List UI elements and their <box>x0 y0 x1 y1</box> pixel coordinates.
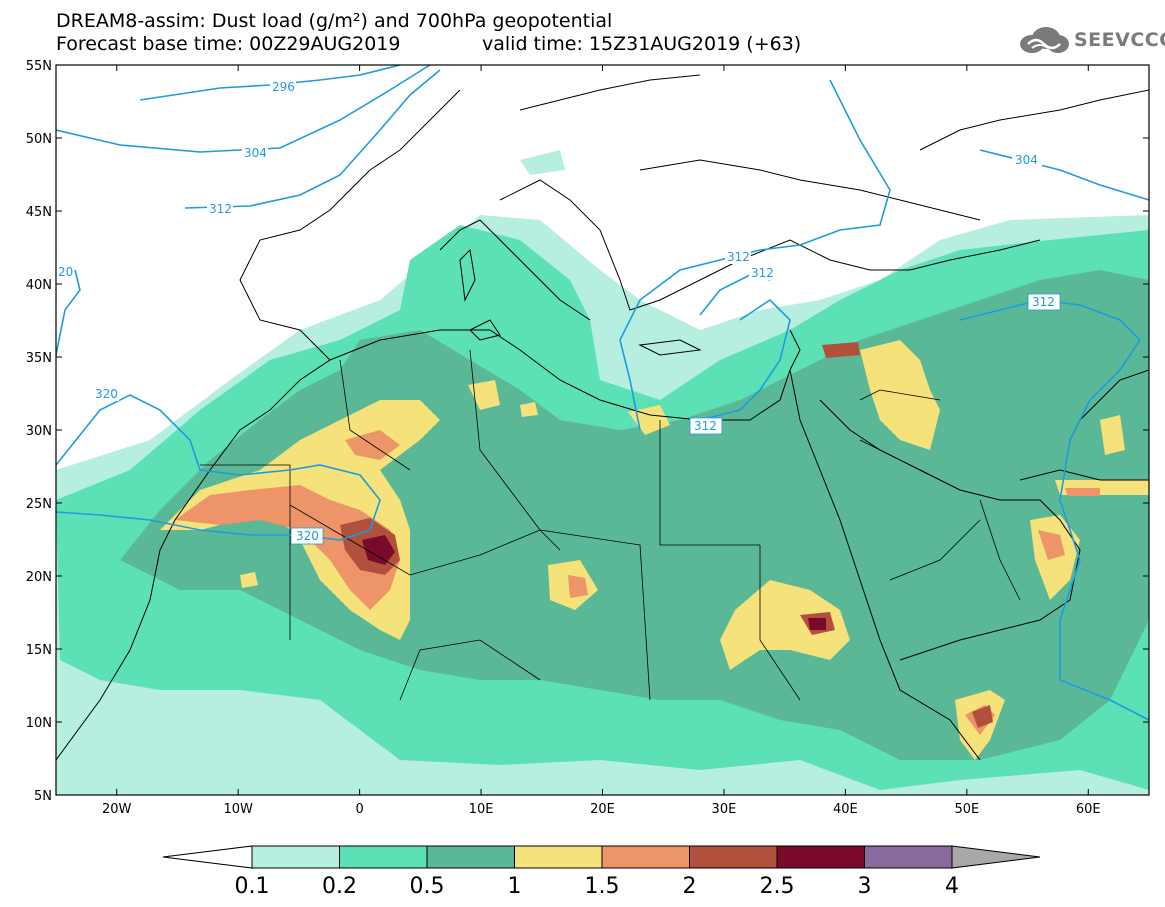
contour-label: 296 <box>272 80 295 94</box>
colorbar-swatch <box>776 845 865 869</box>
colorbar-swatch <box>251 845 340 869</box>
colorbar-swatch <box>339 845 428 869</box>
lon-tick-label: 10W <box>223 802 253 817</box>
colorbar-right-arrow <box>951 845 1041 869</box>
lon-tick-label: 10E <box>469 802 494 817</box>
colorbar-swatch <box>689 845 778 869</box>
contour-label: 320 <box>95 387 118 401</box>
lat-tick-label: 55N <box>26 59 52 74</box>
lon-tick-label: 60E <box>1076 802 1101 817</box>
colorbar-label: 2 <box>683 874 697 899</box>
colorbar-label: 0.2 <box>322 874 357 899</box>
colorbar-label: 2.5 <box>760 874 795 899</box>
lat-tick-label: 10N <box>26 716 52 731</box>
dust-field <box>56 150 1149 795</box>
colorbar-label: 4 <box>945 874 959 899</box>
latitude-axis: 55N 50N 45N 40N 35N 30N 25N 20N 15N 10N 5N <box>26 59 1149 804</box>
colorbar-swatch <box>426 845 515 869</box>
colorbar-label: 0.1 <box>235 874 270 899</box>
colorbar: 0.1 0.2 0.5 1 1.5 2 2.5 3 4 <box>162 845 1041 899</box>
lat-tick-label: 40N <box>26 278 52 293</box>
seevccc-logo: SEEVCCC <box>1018 26 1165 54</box>
dust-area-level4 <box>160 340 1149 760</box>
contour-label: 312 <box>727 250 750 264</box>
lon-tick-label: 40E <box>833 802 858 817</box>
logo-text: SEEVCCC <box>1074 29 1165 51</box>
contour-label: 312 <box>209 202 232 216</box>
contour-label: 304 <box>244 146 267 160</box>
lat-tick-label: 15N <box>26 643 52 658</box>
contour-label: 312 <box>751 266 774 280</box>
cloud-icon <box>1020 27 1069 53</box>
contour-label: 20 <box>58 265 73 279</box>
colorbar-swatch <box>514 845 603 869</box>
lat-tick-label: 30N <box>26 424 52 439</box>
lat-tick-label: 35N <box>26 351 52 366</box>
longitude-axis: 20W 10W 0 10E 20E 30E 40E 50E 60E <box>102 65 1101 817</box>
lat-tick-label: 45N <box>26 205 52 220</box>
colorbar-label: 0.5 <box>410 874 445 899</box>
lat-tick-label: 5N <box>34 789 52 804</box>
lon-tick-label: 20W <box>102 802 132 817</box>
contour-label: 312 <box>1032 295 1055 309</box>
contour-label: 304 <box>1015 153 1038 167</box>
valid-time: valid time: 15Z31AUG2019 (+63) <box>482 33 802 55</box>
lon-tick-label: 30E <box>712 802 737 817</box>
lat-tick-label: 25N <box>26 497 52 512</box>
lon-tick-label: 50E <box>954 802 979 817</box>
colorbar-label: 1 <box>508 874 522 899</box>
lat-tick-label: 20N <box>26 570 52 585</box>
chart-title: DREAM8-assim: Dust load (g/m²) and 700hP… <box>56 10 613 32</box>
coastlines <box>56 74 1149 761</box>
forecast-base-time: Forecast base time: 00Z29AUG2019 <box>56 33 401 55</box>
colorbar-label: 3 <box>858 874 872 899</box>
dust-area-level5 <box>175 430 1100 735</box>
lat-tick-label: 50N <box>26 132 52 147</box>
colorbar-swatch <box>601 845 690 869</box>
colorbar-left-arrow <box>162 845 253 869</box>
contour-label: 320 <box>296 529 319 543</box>
contour-labels: 296 304 312 312 320 320 312 304 312 20 3… <box>56 80 1061 545</box>
lon-tick-label: 20E <box>590 802 615 817</box>
colorbar-swatch <box>864 845 953 869</box>
contour-label: 312 <box>694 419 717 433</box>
lon-tick-label: 0 <box>355 802 363 817</box>
colorbar-label: 1.5 <box>585 874 620 899</box>
country-borders <box>200 349 1021 701</box>
